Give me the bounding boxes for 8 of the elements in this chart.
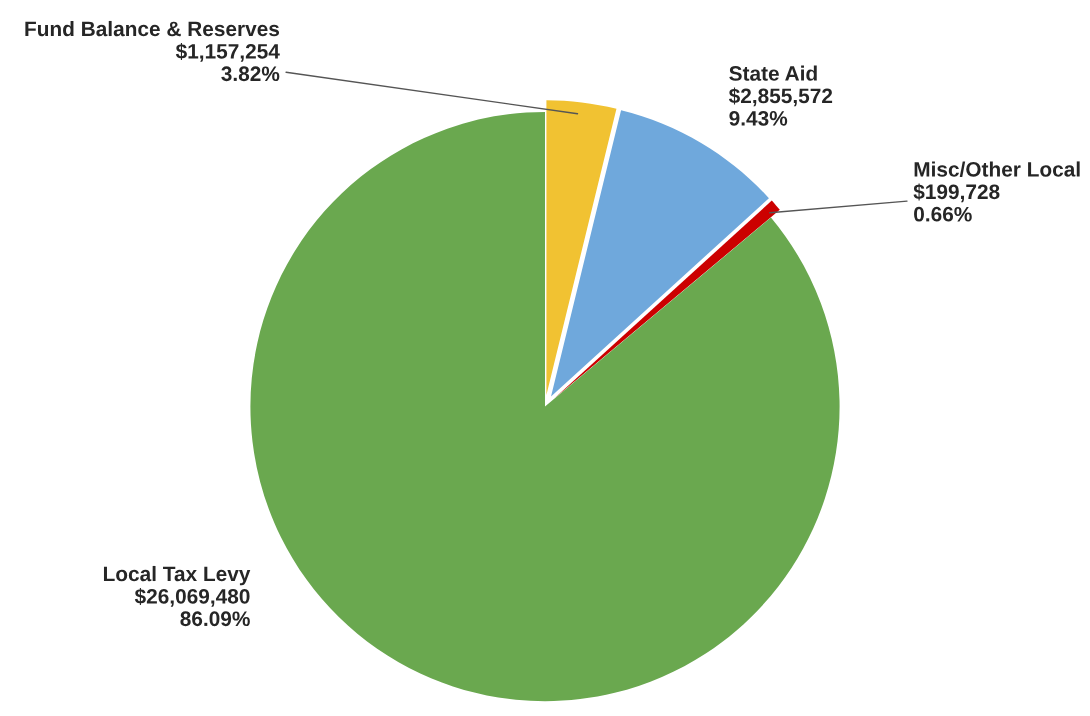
data-label: $26,069,480 86.09% bbox=[134, 588, 250, 627]
slice-label: Fund Balance & Reserves bbox=[25, 20, 280, 37]
data-label: $2,855,572 9.43% bbox=[728, 87, 833, 126]
slice-label: State Aid bbox=[729, 65, 817, 81]
data-label: $199,728 0.66% bbox=[913, 183, 1000, 222]
slice-label: Misc/Other Local bbox=[914, 161, 1080, 177]
slice-label: Local Tax Levy bbox=[103, 565, 251, 586]
data-label: $1,157,254 3.82% bbox=[175, 43, 280, 82]
